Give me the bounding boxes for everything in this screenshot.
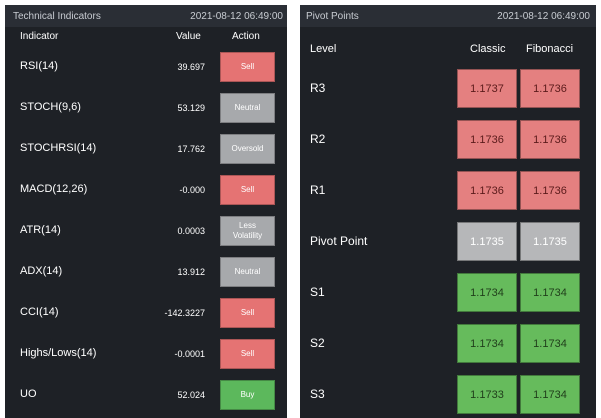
fibonacci-value-cell: 1.1736 [520,120,580,159]
table-row: RSI(14) 39.697 Sell [5,52,287,82]
indicator-name: UO [20,388,37,400]
indicator-name: STOCH(9,6) [20,101,81,113]
indicator-value: 53.129 [177,103,205,113]
pivot-level-label: R2 [310,132,326,146]
table-row: STOCHRSI(14) 17.762 Oversold [5,134,287,164]
pivot-level-label: S2 [310,336,325,350]
action-badge: Oversold [220,134,275,164]
action-badge: Sell [220,339,275,369]
indicator-name: RSI(14) [20,60,58,72]
table-row: UO 52.024 Buy [5,380,287,410]
pivot-points-title: Pivot Points [306,10,359,22]
technical-indicators-header: Technical Indicators 2021-08-12 06:49:00 [5,5,287,27]
pivot-level-label: S1 [310,285,325,299]
indicator-value: 52.024 [177,390,205,400]
table-row: Highs/Lows(14) -0.0001 Sell [5,339,287,369]
pivot-level-label: Pivot Point [310,234,368,248]
column-header-classic: Classic [470,43,506,55]
indicator-value: 0.0003 [177,226,205,236]
indicator-name: STOCHRSI(14) [20,142,97,154]
pivot-points-panel: Pivot Points 2021-08-12 06:49:00 Level C… [300,5,596,418]
action-badge: Buy [220,380,275,410]
technical-indicators-panel: Technical Indicators 2021-08-12 06:49:00… [5,5,287,418]
fibonacci-value-cell: 1.1735 [520,222,580,261]
pivot-points-timestamp: 2021-08-12 06:49:00 [497,10,590,22]
technical-indicators-title: Technical Indicators [13,10,101,22]
technical-indicators-timestamp: 2021-08-12 06:49:00 [190,10,283,22]
pivot-level-label: R1 [310,183,326,197]
pivot-row: R2 1.1736 1.1736 [300,120,596,159]
pivot-row: S1 1.1734 1.1734 [300,273,596,312]
indicator-name: CCI(14) [20,306,59,318]
table-row: ATR(14) 0.0003 Less Volatility [5,216,287,246]
classic-value-cell: 1.1735 [457,222,517,261]
fibonacci-value-cell: 1.1734 [520,273,580,312]
action-badge: Sell [220,52,275,82]
column-header-indicator: Indicator [20,31,59,42]
column-header-level: Level [310,43,337,55]
action-badge: Neutral [220,93,275,123]
column-header-fibonacci: Fibonacci [526,43,574,55]
column-header-value: Value [176,31,201,42]
classic-value-cell: 1.1737 [457,69,517,108]
pivot-row: Pivot Point 1.1735 1.1735 [300,222,596,261]
table-row: ADX(14) 13.912 Neutral [5,257,287,287]
pivot-points-header: Pivot Points 2021-08-12 06:49:00 [300,5,596,27]
pivot-level-label: S3 [310,387,325,401]
action-badge: Sell [220,175,275,205]
indicator-value: -0.0001 [174,349,205,359]
action-badge: Less Volatility [220,216,275,246]
indicator-value: -0.000 [179,185,205,195]
pivot-row: S2 1.1734 1.1734 [300,324,596,363]
classic-value-cell: 1.1734 [457,273,517,312]
indicator-value: 39.697 [177,62,205,72]
classic-value-cell: 1.1736 [457,120,517,159]
fibonacci-value-cell: 1.1736 [520,69,580,108]
pivot-row: R1 1.1736 1.1736 [300,171,596,210]
fibonacci-value-cell: 1.1734 [520,324,580,363]
column-header-action: Action [232,31,260,42]
fibonacci-value-cell: 1.1734 [520,375,580,414]
indicator-value: 17.762 [177,144,205,154]
action-badge: Sell [220,298,275,328]
fibonacci-value-cell: 1.1736 [520,171,580,210]
indicator-name: Highs/Lows(14) [20,347,97,359]
pivot-row: R3 1.1737 1.1736 [300,69,596,108]
classic-value-cell: 1.1733 [457,375,517,414]
pivot-level-label: R3 [310,81,326,95]
indicator-value: -142.3227 [164,308,205,318]
indicator-name: ATR(14) [20,224,61,236]
table-row: CCI(14) -142.3227 Sell [5,298,287,328]
indicator-name: MACD(12,26) [20,183,88,195]
classic-value-cell: 1.1736 [457,171,517,210]
classic-value-cell: 1.1734 [457,324,517,363]
table-row: MACD(12,26) -0.000 Sell [5,175,287,205]
table-row: STOCH(9,6) 53.129 Neutral [5,93,287,123]
indicator-value: 13.912 [177,267,205,277]
indicator-name: ADX(14) [20,265,63,277]
action-badge: Neutral [220,257,275,287]
pivot-row: S3 1.1733 1.1734 [300,375,596,414]
